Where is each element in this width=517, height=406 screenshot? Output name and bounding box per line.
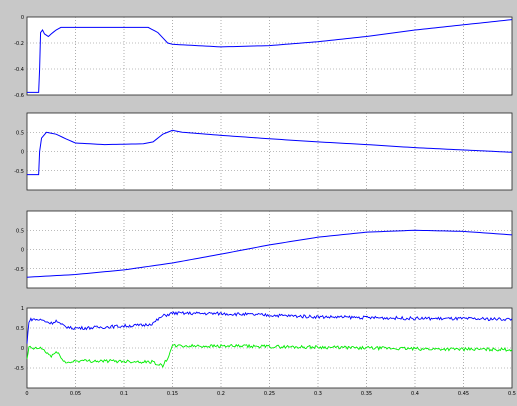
scope-panel-1: 0 -0.2 -0.4 -0.6 bbox=[14, 15, 513, 99]
scope-panel-2: 0.5 0 -0.5 bbox=[14, 112, 513, 191]
y-tick-label: -0.5 bbox=[14, 169, 24, 175]
y-tick-label: -0.5 bbox=[14, 267, 24, 273]
x-tick-label: 0.15 bbox=[167, 391, 178, 397]
signal-line-1 bbox=[27, 19, 513, 93]
x-tick-label: 0.2 bbox=[217, 391, 225, 397]
x-tick-label: 0.3 bbox=[314, 391, 322, 397]
y-tick-label: 0 bbox=[21, 15, 24, 21]
y-tick-label: -0.5 bbox=[14, 366, 24, 372]
x-tick-label: 0.35 bbox=[361, 391, 372, 397]
x-tick-label: 0.05 bbox=[70, 391, 81, 397]
x-tick-label: 0.4 bbox=[411, 391, 419, 397]
y-tick-label: 1 bbox=[21, 306, 24, 312]
x-tick-label: 0 bbox=[25, 391, 28, 397]
x-tick-label: 0.5 bbox=[508, 391, 516, 397]
y-tick-label: 0.5 bbox=[16, 228, 24, 234]
signal-line-1 bbox=[26, 229, 513, 278]
signal-line-1 bbox=[27, 129, 513, 176]
scope-panel-4: 1 0.5 0 -0.5 bbox=[14, 306, 513, 389]
y-tick-label: 0.5 bbox=[16, 130, 24, 136]
y-tick-label: 0.5 bbox=[16, 326, 24, 332]
y-tick-label: 0 bbox=[21, 248, 24, 254]
y-tick-label: 0 bbox=[21, 346, 24, 352]
y-tick-label: -0.6 bbox=[14, 93, 24, 99]
x-tick-label: 0.1 bbox=[120, 391, 128, 397]
y-tick-label: -0.4 bbox=[14, 67, 24, 73]
y-tick-label: -0.2 bbox=[14, 41, 24, 47]
x-tick-label: 0.25 bbox=[264, 391, 275, 397]
x-tick-label: 0.45 bbox=[458, 391, 469, 397]
y-tick-label: 0 bbox=[21, 150, 24, 156]
scope-panel-3: 0.5 0 -0.5 bbox=[14, 210, 513, 289]
signal-line-1 bbox=[26, 310, 513, 344]
signal-line-2 bbox=[26, 343, 513, 369]
